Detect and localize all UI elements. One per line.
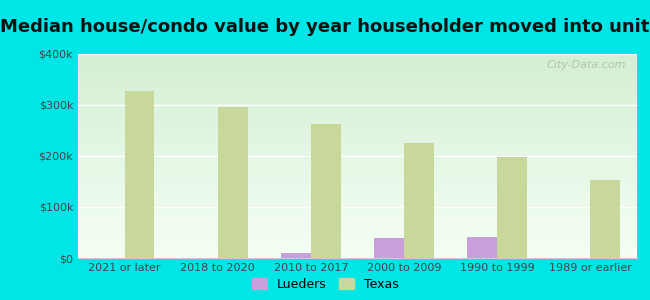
Bar: [281, 253, 311, 258]
Legend: Lueders, Texas: Lueders, Texas: [252, 278, 398, 291]
Bar: [590, 181, 620, 258]
Text: City-Data.com: City-Data.com: [546, 60, 626, 70]
Text: Median house/condo value by year householder moved into unit: Median house/condo value by year househo…: [0, 18, 650, 36]
Bar: [467, 237, 497, 258]
Bar: [404, 143, 434, 258]
Bar: [497, 157, 527, 258]
Bar: [125, 91, 155, 258]
Bar: [218, 106, 248, 258]
Bar: [374, 238, 404, 258]
Bar: [311, 124, 341, 258]
